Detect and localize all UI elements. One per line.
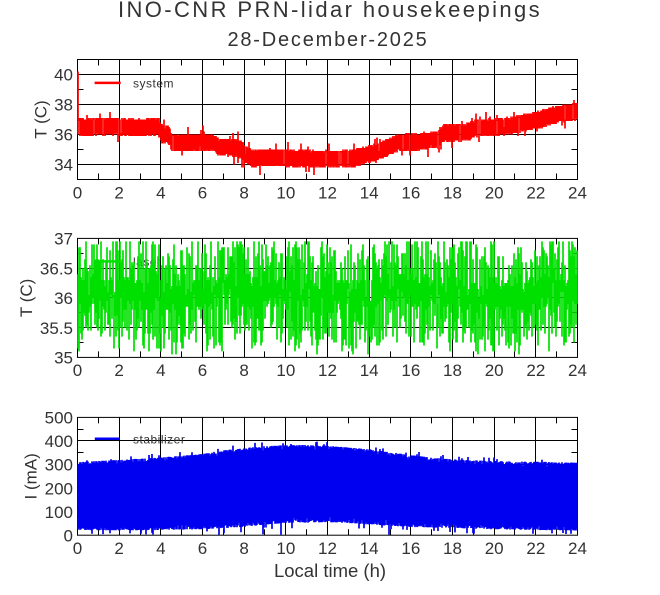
svg-text:0: 0 <box>73 183 82 202</box>
svg-text:4: 4 <box>156 539 165 558</box>
svg-text:300: 300 <box>45 456 73 475</box>
svg-text:2: 2 <box>114 539 123 558</box>
svg-text:34: 34 <box>54 156 73 175</box>
svg-text:0: 0 <box>73 361 82 380</box>
svg-text:22: 22 <box>526 183 545 202</box>
svg-text:38: 38 <box>54 96 73 115</box>
svg-text:37: 37 <box>54 230 73 249</box>
svg-text:22: 22 <box>526 361 545 380</box>
svg-text:6: 6 <box>198 183 207 202</box>
svg-text:14: 14 <box>360 183 379 202</box>
svg-text:500: 500 <box>45 409 73 428</box>
svg-text:Local time (h): Local time (h) <box>274 560 386 581</box>
svg-text:12: 12 <box>318 539 337 558</box>
svg-text:12: 12 <box>318 361 337 380</box>
svg-text:T (C): T (C) <box>31 100 50 138</box>
svg-text:2: 2 <box>114 183 123 202</box>
svg-text:18: 18 <box>443 183 462 202</box>
svg-text:18: 18 <box>443 539 462 558</box>
svg-text:200: 200 <box>45 479 73 498</box>
svg-text:I (mA): I (mA) <box>22 453 41 499</box>
svg-text:35.5: 35.5 <box>40 319 73 338</box>
svg-text:T (C): T (C) <box>17 279 36 317</box>
svg-text:8: 8 <box>239 183 248 202</box>
svg-text:24: 24 <box>568 183 587 202</box>
svg-text:8: 8 <box>239 361 248 380</box>
svg-text:8: 8 <box>239 539 248 558</box>
svg-text:100: 100 <box>45 503 73 522</box>
svg-text:16: 16 <box>401 361 420 380</box>
svg-text:10: 10 <box>276 183 295 202</box>
svg-text:10: 10 <box>276 361 295 380</box>
svg-text:16: 16 <box>401 539 420 558</box>
svg-text:22: 22 <box>526 539 545 558</box>
svg-text:20: 20 <box>485 183 504 202</box>
svg-text:stabilizer: stabilizer <box>133 432 185 446</box>
svg-text:16: 16 <box>401 183 420 202</box>
svg-text:28-December-2025: 28-December-2025 <box>227 29 428 51</box>
svg-text:20: 20 <box>485 361 504 380</box>
svg-text:0: 0 <box>73 539 82 558</box>
svg-text:6: 6 <box>198 539 207 558</box>
svg-text:18: 18 <box>443 361 462 380</box>
svg-text:35: 35 <box>54 349 73 368</box>
svg-text:system: system <box>133 76 174 90</box>
svg-text:4: 4 <box>156 183 165 202</box>
svg-text:INO-CNR PRN-lidar housekeeping: INO-CNR PRN-lidar housekeepings <box>118 0 542 22</box>
svg-text:36.5: 36.5 <box>40 259 73 278</box>
svg-text:20: 20 <box>485 539 504 558</box>
svg-text:36: 36 <box>54 289 73 308</box>
svg-text:24: 24 <box>568 539 587 558</box>
svg-text:36: 36 <box>54 126 73 145</box>
svg-text:24: 24 <box>568 361 587 380</box>
svg-text:0: 0 <box>64 526 73 545</box>
svg-text:14: 14 <box>360 539 379 558</box>
svg-text:2: 2 <box>114 361 123 380</box>
svg-text:10: 10 <box>276 539 295 558</box>
svg-text:400: 400 <box>45 432 73 451</box>
svg-text:14: 14 <box>360 361 379 380</box>
svg-text:12: 12 <box>318 183 337 202</box>
svg-text:40: 40 <box>54 66 73 85</box>
svg-text:6: 6 <box>198 361 207 380</box>
svg-text:4: 4 <box>156 361 165 380</box>
